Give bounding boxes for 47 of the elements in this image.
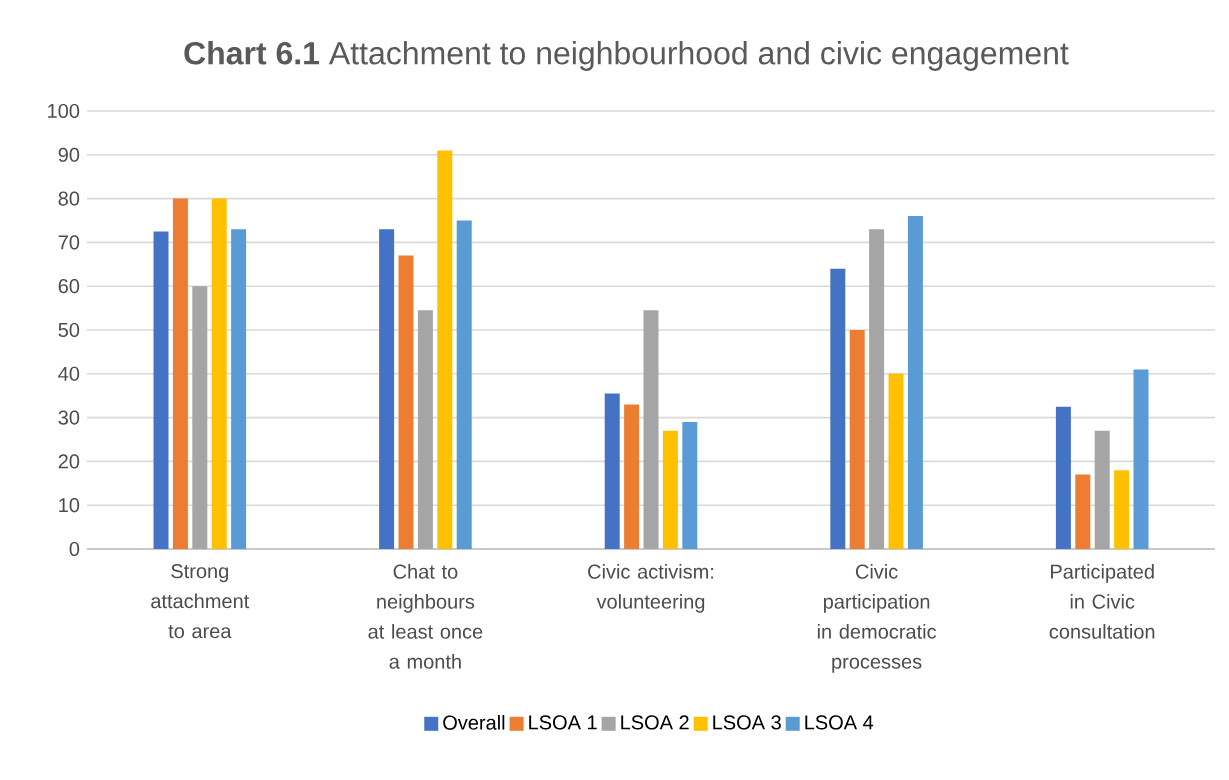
legend-label: LSOA 1 <box>529 715 597 730</box>
x-tick-label: Civic participation in democratic processes <box>817 564 937 673</box>
bar <box>907 216 923 549</box>
x-tick-label: Civic activism: volunteering <box>588 564 714 613</box>
bar <box>417 310 433 549</box>
bar <box>153 231 169 549</box>
bar <box>1133 369 1149 549</box>
bar <box>1075 474 1091 549</box>
legend-label: Overall <box>443 715 505 730</box>
y-tick-label: 20 <box>58 454 80 469</box>
bar <box>888 373 904 549</box>
bar <box>456 220 472 549</box>
y-tick-label: 0 <box>69 541 80 557</box>
y-tick-label: 10 <box>59 498 80 513</box>
bar <box>604 393 620 549</box>
legend-label: LSOA 2 <box>621 715 689 730</box>
bar <box>192 286 208 549</box>
bar <box>172 198 188 549</box>
x-tick-label: Strong attachment to area <box>151 564 250 639</box>
y-tick-label: 30 <box>58 410 80 425</box>
x-tick-label: Participated in Civic consultation <box>1049 564 1155 639</box>
y-tick-label: 50 <box>58 322 80 338</box>
bar <box>849 329 865 549</box>
bar <box>398 255 414 549</box>
chart-title: Chart 6.1 Attachment to neighbourhood and civic engagement <box>184 41 1069 71</box>
y-tick-label: 40 <box>58 366 80 381</box>
x-tick-label: Chat to neighbours at least once a month <box>368 564 483 669</box>
bar <box>1094 430 1110 549</box>
bar <box>1114 470 1130 549</box>
y-tick-label: 100 <box>48 103 80 119</box>
legend-label: LSOA 4 <box>805 715 874 730</box>
bar <box>643 310 659 549</box>
bar <box>830 268 846 549</box>
bar <box>624 404 640 549</box>
y-tick-label: 70 <box>58 235 80 250</box>
y-tick-label: 90 <box>58 147 80 162</box>
y-tick-label: 80 <box>58 191 80 206</box>
bar <box>662 430 678 549</box>
legend-label: LSOA 3 <box>713 715 781 730</box>
bar <box>231 229 247 549</box>
y-tick-label: 60 <box>58 279 80 294</box>
bar <box>869 229 885 549</box>
bar <box>211 198 227 549</box>
bar <box>1055 406 1071 549</box>
bar <box>682 421 698 549</box>
bar <box>379 229 395 549</box>
bar <box>437 150 453 549</box>
